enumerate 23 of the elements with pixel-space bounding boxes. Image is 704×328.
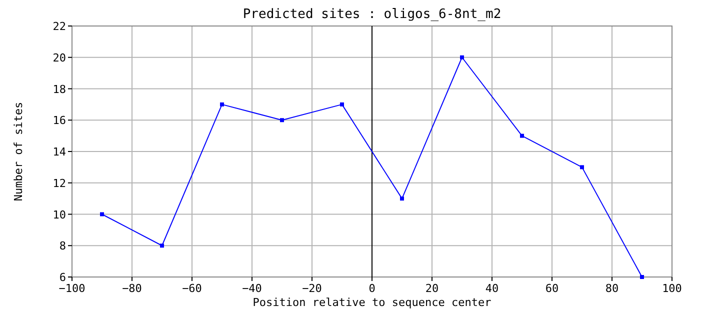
x-tick-label: −40 bbox=[242, 282, 262, 295]
y-tick-label: 22 bbox=[52, 20, 66, 33]
y-tick-label: 12 bbox=[52, 176, 66, 190]
y-tick-label: 20 bbox=[52, 51, 66, 64]
x-tick-label: −100 bbox=[58, 282, 86, 295]
y-tick-label: 10 bbox=[52, 208, 66, 222]
x-axis-title: Position relative to sequence center bbox=[252, 296, 492, 309]
x-tick-label: 0 bbox=[368, 282, 376, 295]
y-tick-label: 6 bbox=[59, 271, 66, 284]
y-tick-label: 16 bbox=[52, 114, 66, 128]
x-tick-label: −80 bbox=[122, 282, 142, 295]
y-axis-title: Number of sites bbox=[12, 102, 25, 202]
chart-title: Predicted sites : oligos_6-8nt_m2 bbox=[242, 7, 502, 22]
x-tick-label: −60 bbox=[182, 282, 202, 295]
x-tick-label: 100 bbox=[662, 282, 682, 295]
x-tick-label: 80 bbox=[605, 282, 619, 295]
x-tick-label: −20 bbox=[302, 282, 322, 295]
x-tick-label: 40 bbox=[485, 282, 499, 295]
x-tick-label: 60 bbox=[545, 282, 559, 295]
y-tick-label: 8 bbox=[59, 240, 66, 253]
x-tick-label: 20 bbox=[425, 282, 439, 295]
y-tick-label: 14 bbox=[52, 146, 66, 158]
y-tick-label: 18 bbox=[52, 82, 66, 96]
